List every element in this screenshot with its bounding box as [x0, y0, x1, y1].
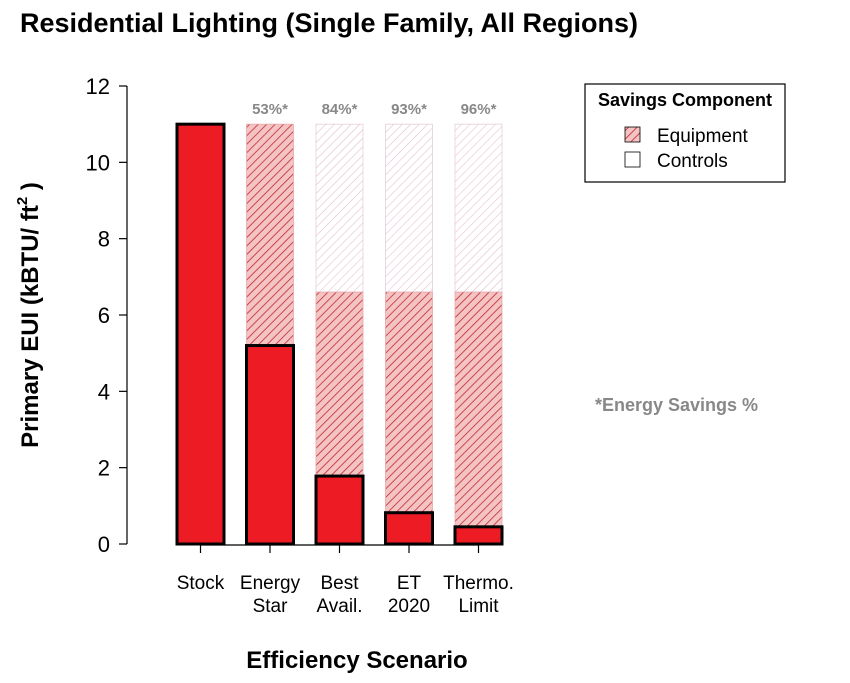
eui-bar: [175, 122, 226, 546]
x-tick-label: Energy: [240, 573, 301, 594]
y-tick-label: 12: [86, 74, 110, 99]
bars-group: 53%* 84%* 93%* 96%*: [175, 101, 504, 546]
y-axis-title-suffix: ): [17, 182, 44, 197]
equipment-savings-segment: [315, 291, 364, 477]
energy-savings-note: *Energy Savings %: [595, 395, 758, 415]
savings-percent-label: 96%*: [461, 101, 497, 118]
x-tick-label: Limit: [458, 596, 499, 617]
y-tick-label: 6: [98, 303, 110, 328]
legend-box: [584, 83, 786, 183]
controls-savings-segment: [385, 123, 433, 293]
y-tick-label: 0: [98, 532, 110, 557]
eui-bar: [453, 525, 504, 546]
y-tick-label: 10: [86, 150, 110, 175]
svg-text:Primary EUI (kBTU/ ft2 ): Primary EUI (kBTU/ ft2 ): [14, 182, 44, 448]
x-tick-label: Stock: [177, 573, 225, 594]
eui-bar: [245, 344, 295, 546]
y-axis-title-main: Primary EUI (kBTU/ ft: [17, 205, 44, 448]
y-axis: 0 2 4 6 8 10 12: [86, 74, 128, 557]
equipment-savings-segment: [246, 123, 294, 346]
legend: Savings Component Equipment Controls: [584, 83, 786, 183]
controls-savings-segment: [315, 123, 364, 293]
x-tick-label: ET: [397, 573, 422, 594]
eui-bar: [384, 511, 434, 546]
controls-savings-segment: [454, 123, 503, 293]
y-tick-label: 8: [98, 227, 110, 252]
legend-label-controls: Controls: [657, 151, 728, 172]
legend-title: Savings Component: [598, 90, 772, 110]
y-axis-title: Primary EUI (kBTU/ ft2 ): [14, 182, 44, 448]
savings-percent-label: 53%*: [252, 101, 288, 118]
x-tick-label: Thermo.: [443, 573, 514, 594]
savings-percent-label: 84%*: [322, 101, 358, 118]
equipment-savings-segment: [385, 291, 433, 514]
x-tick-label: Star: [253, 596, 289, 617]
savings-percent-label: 93%*: [391, 101, 427, 118]
legend-swatch-equipment: [624, 126, 641, 143]
chart-title: Residential Lighting (Single Family, All…: [20, 8, 638, 38]
y-axis-title-superscript: 2: [14, 197, 31, 205]
legend-swatch-controls: [624, 151, 641, 168]
x-tick-label: Best: [320, 573, 359, 594]
eui-bar: [314, 474, 365, 546]
x-tick-label: 2020: [388, 596, 430, 617]
x-tick-label: Avail.: [316, 596, 362, 617]
equipment-savings-segment: [454, 291, 503, 528]
x-axis-title: Efficiency Scenario: [246, 647, 467, 674]
legend-label-equipment: Equipment: [657, 126, 749, 147]
y-tick-label: 2: [98, 456, 110, 481]
y-tick-label: 4: [98, 379, 110, 404]
